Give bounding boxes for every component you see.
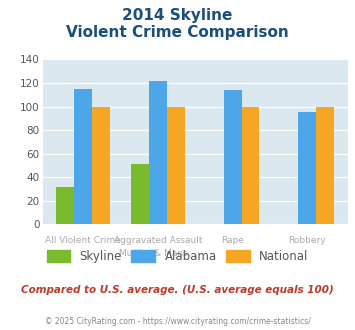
Bar — [298, 113, 316, 224]
Bar — [316, 107, 334, 224]
Text: All Violent Crime: All Violent Crime — [45, 236, 121, 245]
Bar — [167, 107, 185, 224]
Text: Murder & Mans...: Murder & Mans... — [119, 249, 197, 258]
Bar — [241, 107, 260, 224]
Text: Robbery: Robbery — [288, 236, 326, 245]
Legend: Skyline, Alabama, National: Skyline, Alabama, National — [47, 250, 308, 263]
Bar — [75, 89, 92, 224]
Text: 2014 Skyline: 2014 Skyline — [122, 8, 233, 23]
Text: Rape: Rape — [221, 236, 244, 245]
Text: Aggravated Assault: Aggravated Assault — [114, 236, 202, 245]
Bar — [224, 90, 241, 224]
Text: Compared to U.S. average. (U.S. average equals 100): Compared to U.S. average. (U.S. average … — [21, 285, 334, 295]
Bar — [92, 107, 110, 224]
Text: © 2025 CityRating.com - https://www.cityrating.com/crime-statistics/: © 2025 CityRating.com - https://www.city… — [45, 317, 310, 326]
Text: Violent Crime Comparison: Violent Crime Comparison — [66, 25, 289, 40]
Bar — [56, 187, 75, 224]
Bar — [149, 81, 167, 224]
Bar — [131, 164, 149, 224]
